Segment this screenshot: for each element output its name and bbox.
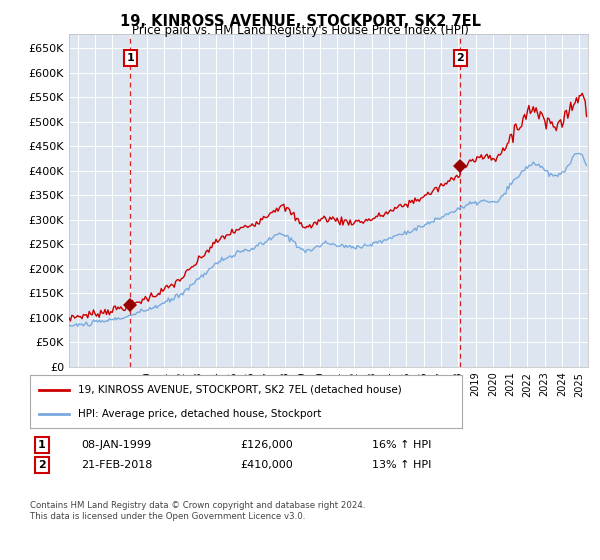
Text: Price paid vs. HM Land Registry's House Price Index (HPI): Price paid vs. HM Land Registry's House … [131,24,469,37]
Text: 13% ↑ HPI: 13% ↑ HPI [372,460,431,470]
Text: Contains HM Land Registry data © Crown copyright and database right 2024.
This d: Contains HM Land Registry data © Crown c… [30,501,365,521]
Text: 08-JAN-1999: 08-JAN-1999 [81,440,151,450]
Text: 21-FEB-2018: 21-FEB-2018 [81,460,152,470]
Text: 16% ↑ HPI: 16% ↑ HPI [372,440,431,450]
Text: 1: 1 [38,440,46,450]
Text: £126,000: £126,000 [240,440,293,450]
Text: HPI: Average price, detached house, Stockport: HPI: Average price, detached house, Stoc… [77,409,321,419]
Text: 2: 2 [457,53,464,63]
Text: 19, KINROSS AVENUE, STOCKPORT, SK2 7EL (detached house): 19, KINROSS AVENUE, STOCKPORT, SK2 7EL (… [77,385,401,395]
Text: 1: 1 [127,53,134,63]
Text: 19, KINROSS AVENUE, STOCKPORT, SK2 7EL: 19, KINROSS AVENUE, STOCKPORT, SK2 7EL [119,14,481,29]
Text: £410,000: £410,000 [240,460,293,470]
Text: 2: 2 [38,460,46,470]
